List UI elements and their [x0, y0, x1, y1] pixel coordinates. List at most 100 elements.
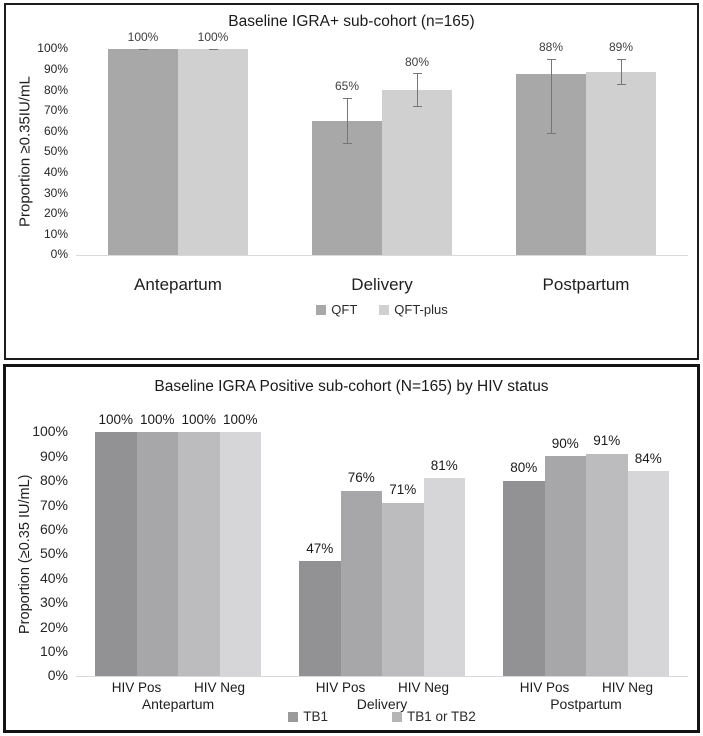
- y-tick-label: 80%: [43, 82, 68, 97]
- legend: QFT QFT-plus: [76, 303, 688, 316]
- bar-value-label: 81%: [430, 457, 458, 473]
- error-bar-cap-bottom: [342, 143, 352, 145]
- error-bar-cap-bottom: [546, 132, 556, 134]
- y-tick-label: 50%: [43, 144, 68, 159]
- category-label-postpartum: Postpartum: [550, 696, 622, 712]
- sub-category-label-hiv-neg: HIV Neg: [397, 680, 450, 695]
- bar-value-label: 100%: [222, 411, 258, 427]
- legend-label: QFT-plus: [394, 302, 448, 317]
- category-label-delivery: Delivery: [356, 696, 408, 712]
- legend-swatch-qft-plus: [379, 304, 390, 315]
- y-tick-label: 0%: [50, 247, 68, 262]
- error-bar-cap-bottom: [616, 83, 626, 85]
- y-tick-label: 90%: [43, 62, 68, 76]
- bar-value-label: 100%: [127, 30, 159, 44]
- bar-tb1-hiv-neg-postpartum: [586, 453, 628, 676]
- bottom-chart-panel: Baseline IGRA Positive sub-cohort (N=165…: [3, 364, 700, 733]
- sub-category-label-hiv-pos: HIV Pos: [111, 680, 162, 695]
- bar-value-label: 100%: [139, 411, 175, 427]
- top-chart-title: Baseline IGRA+ sub-cohort (n=165): [228, 13, 475, 30]
- y-tick-label: 60%: [43, 123, 68, 138]
- error-bar: [550, 59, 552, 134]
- legend: TB1 TB1 or TB2: [76, 710, 688, 724]
- bar-qft-antepartum: [108, 49, 178, 255]
- bar-tb1-or-tb2-hiv-pos-delivery: [340, 490, 382, 676]
- sub-category-label-hiv-pos: HIV Pos: [315, 680, 366, 695]
- y-tick-label: 100%: [37, 41, 68, 56]
- error-bar-cap-top: [412, 73, 422, 75]
- bar-tb1-or-tb2-hiv-pos-postpartum: [544, 456, 586, 676]
- legend-item-tb1: TB1: [288, 710, 328, 724]
- sub-category-label-hiv-pos: HIV Pos: [519, 680, 570, 695]
- legend-item-qft-plus: QFT-plus: [379, 302, 448, 317]
- y-tick-label: 0%: [47, 667, 68, 684]
- bottom-chart-title: Baseline IGRA Positive sub-cohort (N=165…: [154, 378, 549, 395]
- sub-category-label-hiv-neg: HIV Neg: [601, 680, 654, 695]
- bar-value-label: 100%: [98, 411, 134, 427]
- y-tick-label: 10%: [39, 642, 68, 659]
- y-tick-label: 80%: [39, 472, 68, 489]
- legend-label: TB1: [303, 709, 328, 724]
- error-bar-cap-bottom: [208, 48, 218, 50]
- bar-qft-plus-delivery: [382, 90, 452, 255]
- legend-label: TB1 or TB2: [406, 709, 476, 724]
- error-bar-cap-top: [616, 58, 626, 60]
- x-axis-line: [76, 676, 688, 677]
- bar-value-label: 88%: [538, 40, 564, 55]
- category-label-antepartum: Antepartum: [141, 696, 215, 712]
- y-tick-label: 70%: [39, 496, 68, 513]
- y-tick-label: 100%: [32, 423, 68, 440]
- category-label-postpartum: Postpartum: [542, 275, 630, 294]
- y-tick-label: 60%: [39, 520, 68, 537]
- bottom-chart-plot-area: 100% 90% 80% 70% 60% 50% 40% 30% 20% 10% 0% 100% 100…: [6, 367, 697, 730]
- legend-swatch-qft: [316, 304, 327, 315]
- error-bar: [620, 59, 622, 85]
- top-chart-plot-area: 100% 90% 80% 70% 60% 50% 40% 30% 20% 10% 0% 100% 100…: [6, 5, 697, 358]
- y-tick-label: 30%: [39, 594, 68, 611]
- y-tick-label: 90%: [39, 447, 68, 464]
- bar-value-label: 71%: [389, 482, 417, 498]
- bar-value-label: 91%: [593, 433, 621, 449]
- y-tick-label: 40%: [43, 165, 68, 179]
- bar-tb1-or-tb2-hiv-pos-antepartum: [136, 432, 178, 676]
- bar-tb1-or-tb2-hiv-neg-postpartum: [627, 471, 669, 676]
- error-bar: [416, 73, 418, 107]
- y-tick-label: 10%: [43, 226, 68, 241]
- top-chart-panel: Baseline IGRA+ sub-cohort (n=165) Propor…: [4, 3, 699, 360]
- error-bar-cap-top: [546, 58, 556, 60]
- legend-item-qft: QFT: [316, 303, 357, 316]
- bar-value-label: 47%: [306, 540, 334, 556]
- y-tick-label: 20%: [39, 618, 68, 635]
- bar-value-label: 100%: [197, 30, 229, 44]
- bar-tb1-or-tb2-hiv-neg-delivery: [423, 478, 465, 676]
- y-tick-label: 30%: [43, 185, 68, 200]
- bar-tb1-hiv-pos-postpartum: [503, 480, 545, 676]
- bar-value-label: 84%: [634, 450, 662, 466]
- y-tick-label: 50%: [39, 545, 68, 562]
- error-bar-cap-bottom: [138, 48, 148, 50]
- legend-swatch-tb1: [288, 711, 299, 722]
- x-axis-line: [76, 255, 688, 256]
- bar-value-label: 80%: [404, 54, 430, 69]
- y-tick-label: 70%: [43, 103, 68, 118]
- y-tick-label: 40%: [39, 569, 68, 586]
- error-bar-cap-top: [342, 97, 352, 99]
- legend-item-tb1-or-tb2: TB1 or TB2: [391, 709, 476, 724]
- category-label-antepartum: Antepartum: [134, 275, 222, 294]
- bar-tb1-hiv-pos-delivery: [299, 561, 341, 676]
- bar-value-label: 65%: [334, 79, 360, 94]
- bar-tb1-hiv-neg-antepartum: [178, 432, 220, 676]
- legend-swatch-tb1-or-tb2: [391, 711, 402, 722]
- bar-value-label: 100%: [181, 411, 217, 427]
- bar-qft-plus-postpartum: [586, 71, 656, 255]
- bar-tb1-hiv-neg-delivery: [382, 502, 424, 676]
- category-label-delivery: Delivery: [351, 275, 413, 294]
- bar-value-label: 76%: [347, 470, 375, 486]
- bar-value-label: 80%: [510, 460, 538, 476]
- error-bar: [346, 98, 348, 144]
- bar-value-label: 90%: [551, 435, 579, 451]
- bar-tb1-or-tb2-hiv-neg-antepartum: [219, 432, 261, 676]
- bar-tb1-hiv-pos-antepartum: [95, 432, 137, 676]
- sub-category-label-hiv-neg: HIV Neg: [193, 680, 246, 695]
